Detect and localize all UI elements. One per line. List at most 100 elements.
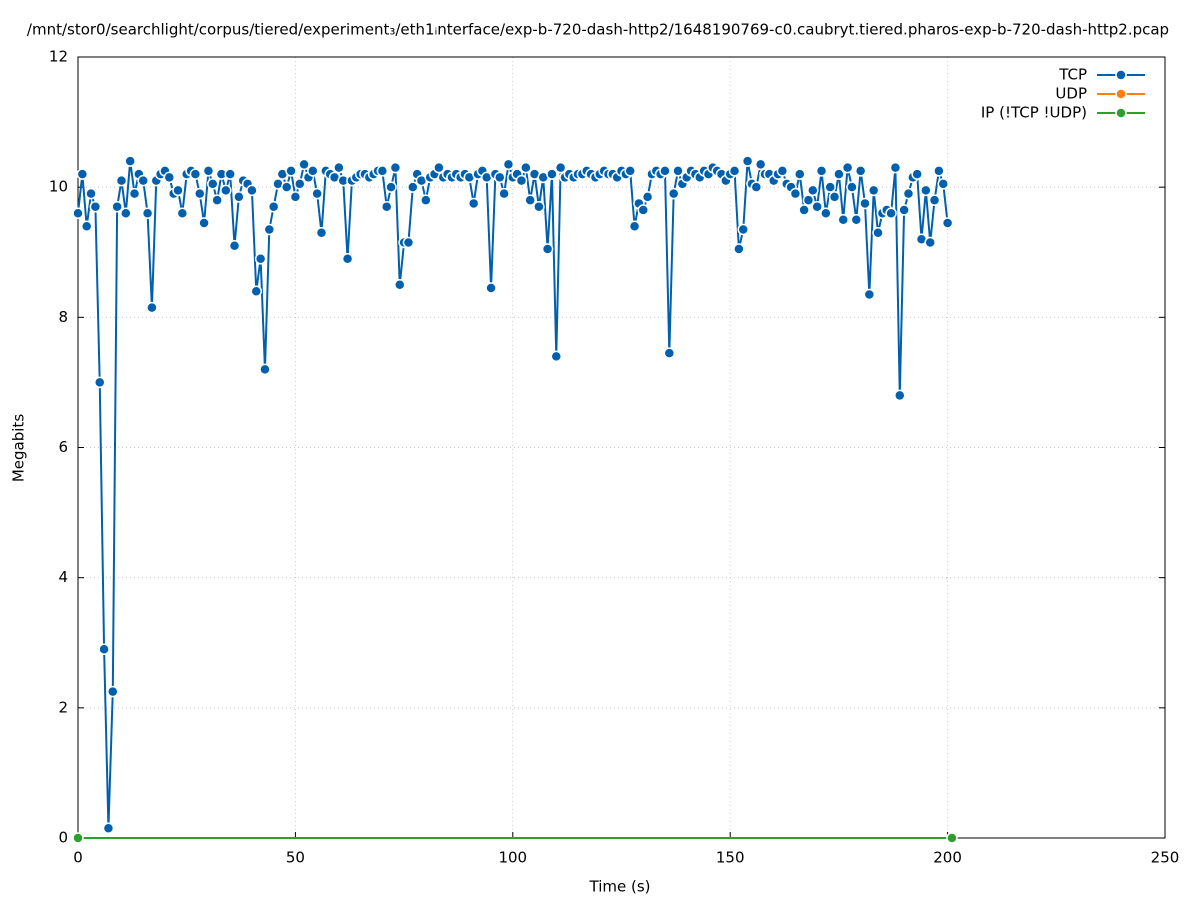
data-point (485, 282, 497, 294)
data-point (389, 161, 402, 174)
data-point (628, 220, 641, 232)
data-point (124, 155, 136, 167)
data-point (502, 158, 515, 171)
x-tick-label: 250 (1151, 849, 1180, 867)
data-point (872, 226, 884, 239)
data-point (176, 207, 189, 219)
legend-marker (1115, 69, 1127, 81)
y-tick-label: 2 (58, 698, 68, 716)
data-point (250, 285, 263, 298)
y-tick-label: 4 (58, 568, 68, 586)
data-point (520, 161, 532, 174)
data-point (946, 832, 958, 844)
x-tick-label: 150 (716, 849, 745, 867)
data-point (789, 187, 802, 200)
data-point (293, 178, 306, 190)
data-point (333, 161, 345, 174)
data-point (498, 187, 510, 200)
data-point (120, 207, 132, 219)
data-point (246, 184, 258, 197)
data-point (802, 194, 815, 206)
data-point (207, 178, 219, 190)
data-point (311, 187, 323, 200)
data-point (920, 184, 932, 197)
data-point (833, 168, 845, 180)
data-point (663, 347, 676, 359)
data-point (659, 165, 671, 177)
data-point (163, 171, 176, 184)
data-point (211, 194, 223, 206)
data-point (672, 165, 684, 177)
data-point (141, 207, 154, 219)
data-point (524, 194, 536, 206)
data-point (867, 184, 880, 197)
data-point (420, 194, 432, 206)
data-point (811, 200, 823, 213)
data-point (202, 165, 215, 177)
data-point (93, 376, 106, 389)
data-point (828, 191, 841, 203)
y-tick-label: 6 (58, 438, 68, 456)
data-point (385, 181, 397, 193)
data-point (846, 181, 858, 193)
data-point (933, 165, 945, 177)
data-point (850, 213, 863, 226)
data-point (280, 181, 293, 193)
data-point (885, 207, 897, 219)
data-point (267, 200, 280, 213)
data-point (546, 168, 558, 180)
y-tick-label: 8 (58, 308, 68, 326)
data-point (928, 194, 941, 206)
legend-label: TCP (1058, 66, 1087, 84)
data-point (198, 217, 210, 229)
data-point (111, 200, 123, 213)
data-point (776, 165, 789, 177)
data-point (102, 822, 115, 834)
legend-marker (1115, 107, 1127, 119)
data-point (902, 187, 915, 200)
data-point (794, 168, 806, 180)
data-point (220, 184, 232, 197)
x-tick-label: 0 (73, 849, 83, 867)
data-point (341, 253, 354, 265)
data-point (263, 223, 276, 236)
data-point (380, 200, 393, 213)
data-point (402, 236, 415, 249)
data-point (737, 223, 749, 236)
data-point (285, 165, 297, 177)
data-point (189, 168, 202, 180)
data-point (85, 187, 97, 200)
data-point (837, 213, 849, 226)
data-point (259, 363, 271, 376)
legend-marker (1115, 88, 1127, 100)
data-point (554, 161, 567, 174)
data-point (541, 243, 554, 255)
data-point (137, 174, 149, 187)
data-point (433, 161, 445, 174)
data-point (407, 181, 419, 193)
data-point (641, 191, 654, 203)
data-point (889, 161, 902, 174)
data-point (289, 191, 302, 203)
x-tick-label: 50 (286, 849, 305, 867)
data-point (854, 165, 867, 177)
data-point (754, 158, 767, 171)
data-point (894, 389, 906, 402)
chart-title: /mnt/stor0/searchlight/corpus/tiered/exp… (27, 21, 1169, 39)
data-point (467, 197, 480, 210)
data-point (863, 288, 876, 301)
data-point (807, 184, 819, 197)
data-point (624, 165, 636, 177)
data-point (107, 685, 119, 698)
data-point (841, 161, 854, 174)
data-point (376, 165, 389, 177)
data-point (254, 253, 267, 265)
legend-label: UDP (1055, 85, 1087, 103)
data-point (750, 181, 763, 193)
data-point (224, 168, 236, 180)
data-point (494, 171, 506, 184)
data-point (193, 187, 206, 200)
data-point (798, 204, 810, 216)
data-point (820, 207, 832, 219)
